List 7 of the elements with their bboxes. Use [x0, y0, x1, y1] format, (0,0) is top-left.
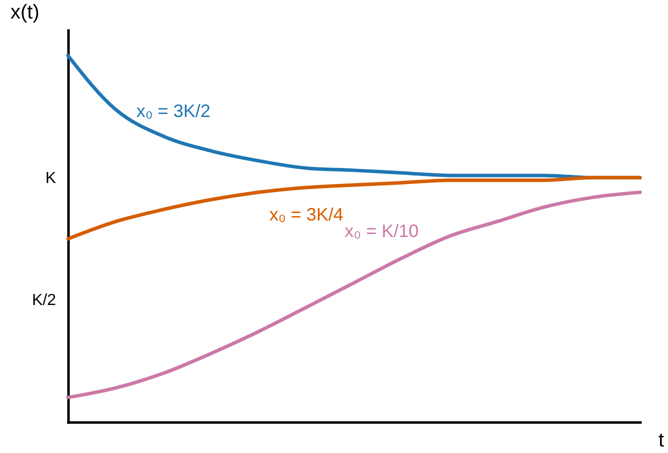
text: K/2 [32, 292, 56, 309]
series-label: x₀ = 3K/2 [136, 101, 210, 122]
x-axis-title: t [658, 430, 664, 452]
series-label: x₀ = 3K/4 [269, 204, 344, 225]
series-label: x₀ = K/10 [344, 221, 419, 242]
y-axis-title: x(t) [10, 2, 40, 24]
text: K [45, 170, 56, 187]
